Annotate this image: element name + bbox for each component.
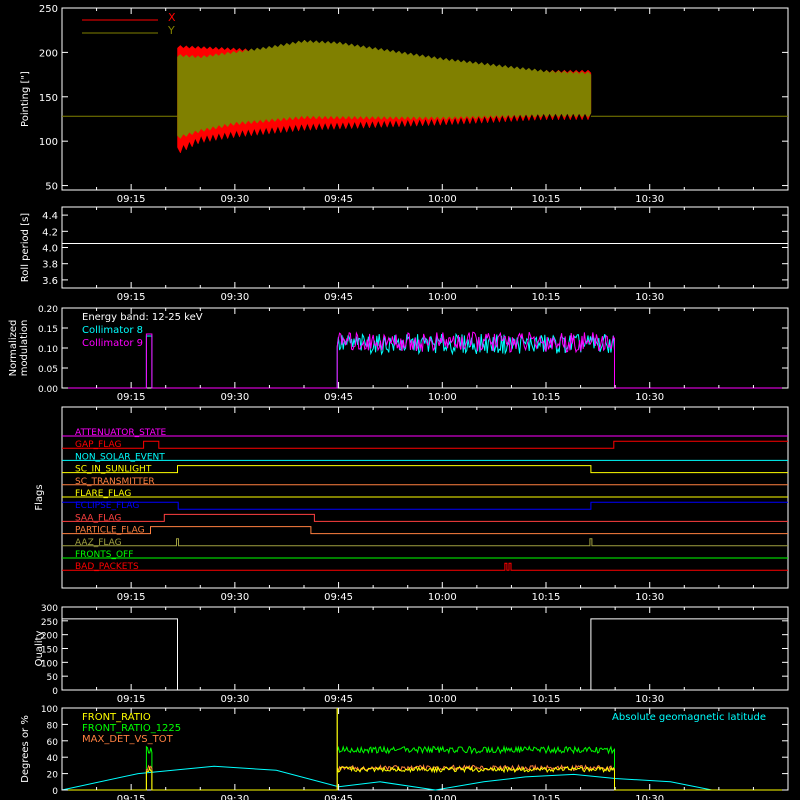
x-tick-label: 09:45 — [324, 592, 353, 603]
x-tick-label: 10:30 — [635, 292, 664, 303]
x-tick-label: 09:45 — [324, 194, 353, 205]
modulation-y-axis-label-line-1: Normalized — [8, 320, 19, 377]
legend-label-x: X — [168, 11, 176, 24]
flag-label-saa-flag: SAA_FLAG — [75, 513, 121, 523]
y-tick-label: 250 — [39, 4, 58, 15]
x-tick-label: 09:15 — [117, 694, 146, 705]
ratios-y-axis-label: Degrees or % — [20, 715, 31, 783]
x-tick-label: 09:30 — [220, 794, 249, 800]
y-tick-label: 3.6 — [42, 276, 58, 287]
x-tick-label: 10:30 — [635, 392, 664, 403]
x-tick-label: 10:30 — [635, 794, 664, 800]
y-tick-label: 3.8 — [42, 260, 58, 271]
flag-label-sc-in-sunlight: SC_IN_SUNLIGHT — [75, 465, 152, 475]
y-tick-label: 4.2 — [42, 227, 58, 238]
flag-label-particle-flag: PARTICLE_FLAG — [75, 526, 145, 536]
roll-period-y-axis-label: Roll period [s] — [20, 213, 31, 282]
y-tick-label: 300 — [41, 604, 58, 614]
y-tick-label: 50 — [45, 182, 58, 193]
quality-y-axis-label: Quality — [34, 631, 45, 667]
x-tick-label: 10:15 — [532, 292, 561, 303]
y-tick-label: 60 — [47, 738, 59, 748]
y-tick-label: 0.10 — [38, 345, 58, 355]
x-tick-label: 10:15 — [532, 194, 561, 205]
x-tick-label: 09:15 — [117, 592, 146, 603]
flag-label-attenuator-state: ATTENUATOR_STATE — [75, 428, 167, 438]
y-tick-label: 150 — [39, 93, 58, 104]
legend-label-y: Y — [167, 24, 175, 37]
x-tick-label: 09:30 — [220, 592, 249, 603]
y-tick-label: 100 — [39, 137, 58, 148]
flag-label-aaz-flag: AAZ_FLAG — [75, 538, 122, 548]
y-tick-label: 0 — [52, 787, 58, 797]
x-tick-label: 10:30 — [635, 194, 664, 205]
pointing-y-axis-label: Pointing ["] — [20, 71, 31, 127]
flag-label-eclipse-flag: ECLIPSE_FLAG — [75, 501, 139, 511]
x-tick-label: 10:00 — [428, 292, 457, 303]
flag-label-sc-transmitter: SC_TRANSMITTER — [75, 477, 155, 487]
y-tick-label: 0.00 — [38, 385, 58, 395]
x-tick-label: 09:15 — [117, 794, 146, 800]
x-tick-label: 09:30 — [220, 392, 249, 403]
y-tick-label: 0 — [52, 687, 58, 697]
flag-label-bad-packets: BAD_PACKETS — [75, 562, 139, 572]
y-tick-label: 40 — [47, 754, 59, 764]
x-tick-label: 10:15 — [532, 694, 561, 705]
x-tick-label: 10:30 — [635, 694, 664, 705]
x-tick-label: 10:00 — [428, 194, 457, 205]
flags-y-axis-label: Flags — [34, 484, 45, 510]
x-tick-label: 10:15 — [532, 592, 561, 603]
x-tick-label: 09:30 — [220, 194, 249, 205]
y-tick-label: 100 — [41, 705, 58, 715]
modulation-y-axis-label-line-2: modulation — [19, 320, 30, 377]
x-tick-label: 09:30 — [220, 292, 249, 303]
x-tick-label: 09:45 — [324, 392, 353, 403]
x-tick-label: 10:15 — [532, 392, 561, 403]
legend-label-collimator-9: Collimator 9 — [82, 338, 143, 349]
y-tick-label: 80 — [47, 721, 59, 731]
x-tick-label: 10:00 — [428, 794, 457, 800]
x-tick-label: 10:00 — [428, 592, 457, 603]
y-tick-label: 0.20 — [38, 305, 58, 315]
x-tick-label: 09:45 — [324, 794, 353, 800]
y-tick-label: 0.15 — [38, 325, 58, 335]
flag-label-gap-flag: GAP_FLAG — [75, 440, 121, 450]
x-tick-label: 09:30 — [220, 694, 249, 705]
x-tick-label: 10:00 — [428, 694, 457, 705]
y-tick-label: 250 — [41, 618, 58, 628]
x-tick-label: 09:15 — [117, 194, 146, 205]
x-tick-label: 09:45 — [324, 292, 353, 303]
flag-label-fronts-off: FRONTS_OFF — [75, 550, 133, 560]
energy-band-annotation: Energy band: 12-25 keV — [82, 312, 203, 323]
legend-label-front-ratio-1225: FRONT_RATIO_1225 — [82, 723, 181, 734]
x-tick-label: 09:15 — [117, 392, 146, 403]
x-tick-label: 09:15 — [117, 292, 146, 303]
flag-label-flare-flag: FLARE_FLAG — [75, 489, 131, 499]
x-tick-label: 09:45 — [324, 694, 353, 705]
legend-label-collimator-8: Collimator 8 — [82, 325, 143, 336]
legend-label-max-det-vs-tot: MAX_DET_VS_TOT — [82, 734, 174, 745]
legend-label-geomagnetic-latitude: Absolute geomagnetic latitude — [612, 712, 766, 723]
y-tick-label: 20 — [47, 771, 59, 781]
legend-label-front-ratio: FRONT_RATIO — [82, 712, 151, 723]
x-tick-label: 10:00 — [428, 392, 457, 403]
y-tick-label: 200 — [39, 48, 58, 59]
y-tick-label: 4.0 — [42, 244, 58, 255]
y-tick-label: 4.4 — [42, 211, 58, 222]
flag-label-non-solar-event: NON_SOLAR_EVENT — [75, 452, 165, 462]
x-tick-label: 10:30 — [635, 592, 664, 603]
y-tick-label: 50 — [47, 673, 59, 683]
x-tick-label: 10:15 — [532, 794, 561, 800]
y-tick-label: 0.05 — [38, 365, 58, 375]
